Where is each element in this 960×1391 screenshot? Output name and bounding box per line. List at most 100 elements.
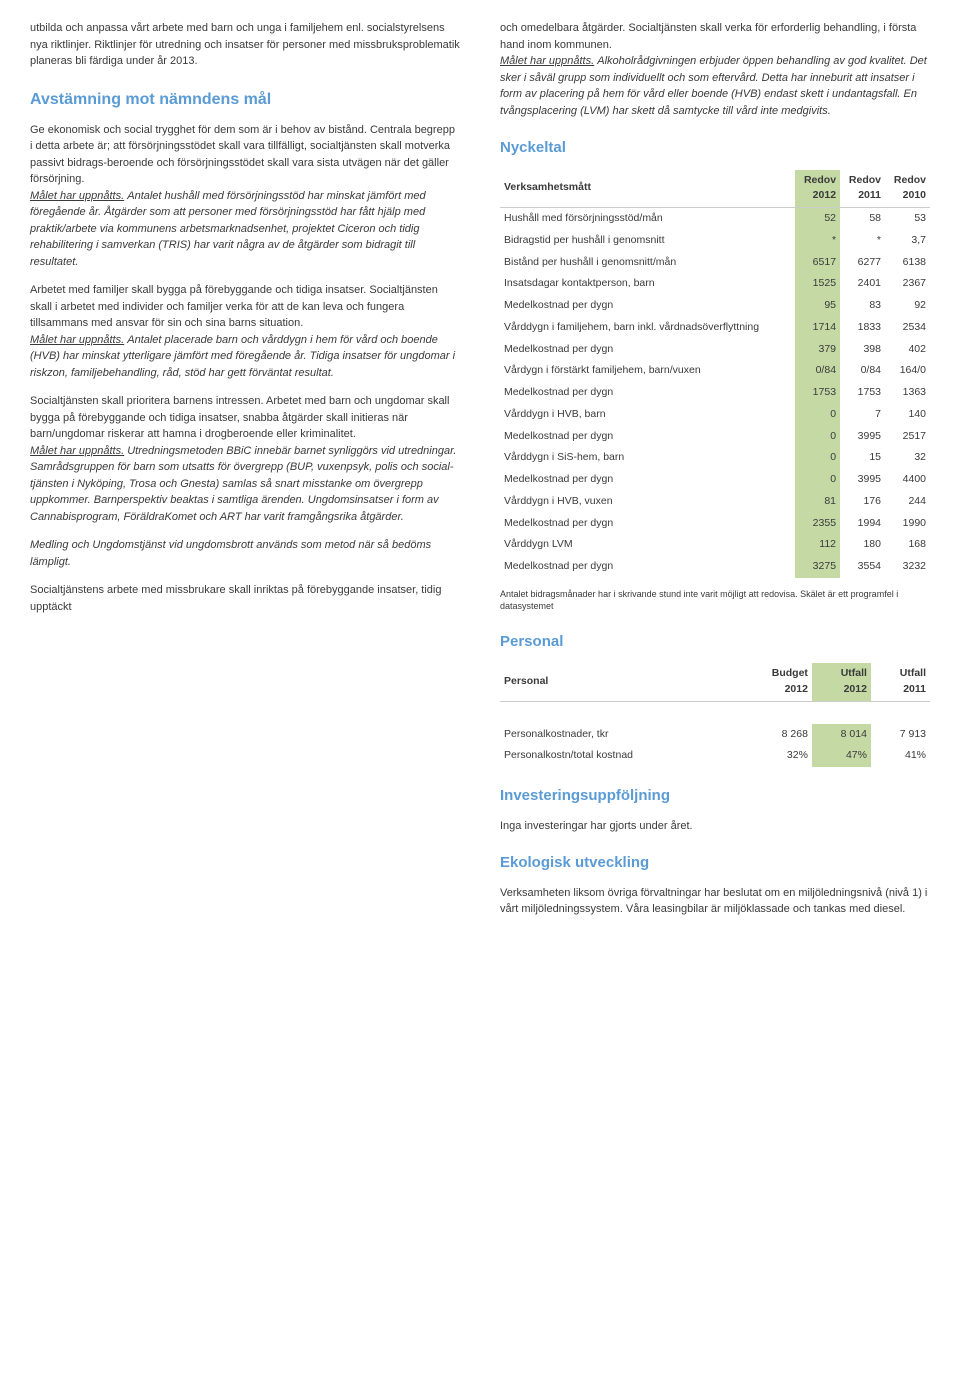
table-cell: 2401: [840, 273, 885, 295]
table-cell: Bistånd per hushåll i genomsnitt/mån: [500, 252, 795, 274]
para-3a: Arbetet med familjer skall bygga på före…: [30, 284, 438, 329]
table-cell: 3554: [840, 556, 885, 578]
table-cell: 2517: [885, 426, 930, 448]
table-row: Personalkostnader, tkr8 2688 0147 913: [500, 724, 930, 746]
heading-eko: Ekologisk utveckling: [500, 852, 930, 875]
table-cell: 1994: [840, 513, 885, 535]
table-cell: Medelkostnad per dygn: [500, 426, 795, 448]
para-eko: Verksamheten liksom övriga förvaltningar…: [500, 885, 930, 918]
table-cell: 2355: [795, 513, 840, 535]
table-cell: Personalkostn/total kostnad: [500, 745, 736, 767]
table-cell: *: [795, 230, 840, 252]
table-cell: 0: [795, 447, 840, 469]
table-row: Medelkostnad per dygn039954400: [500, 469, 930, 491]
table-cell: Vårddygn i HVB, barn: [500, 404, 795, 426]
para-2-uppnatt: Målet har uppnåtts.: [30, 190, 124, 202]
table-row: Vårddygn LVM112180168: [500, 534, 930, 556]
table-cell: 168: [885, 534, 930, 556]
table-cell: 176: [840, 491, 885, 513]
table-cell: 379: [795, 339, 840, 361]
table-cell: 3995: [840, 426, 885, 448]
personal-tbody: Personalkostnader, tkr8 2688 0147 913Per…: [500, 701, 930, 767]
table-row: Vårddygn i HVB, vuxen81176244: [500, 491, 930, 513]
para-3-uppnatt: Målet har uppnåtts.: [30, 334, 124, 346]
para-2: Ge ekonomisk och social trygghet för dem…: [30, 122, 460, 271]
table-cell: 164/0: [885, 360, 930, 382]
table-row: Vårddygn i familjehem, barn inkl. vårdna…: [500, 317, 930, 339]
para-intro: utbilda och anpassa vårt arbete med barn…: [30, 20, 460, 70]
table-cell: Personalkostnader, tkr: [500, 724, 736, 746]
table-cell: 0: [795, 404, 840, 426]
table-row: Medelkostnad per dygn327535543232: [500, 556, 930, 578]
para-2a: Ge ekonomisk och social trygghet för dem…: [30, 124, 455, 186]
table-cell: Hushåll med försörjningsstöd/mån: [500, 208, 795, 230]
table-row: Medelkostnad per dygn175317531363: [500, 382, 930, 404]
table-cell: 0/84: [795, 360, 840, 382]
right-column: och omedelbara åtgärder. Socialtjänsten …: [500, 20, 930, 930]
table-cell: *: [840, 230, 885, 252]
table-cell: 2534: [885, 317, 930, 339]
personal-header: Utfall2012: [812, 663, 871, 701]
table-cell: 8 268: [736, 724, 812, 746]
table-cell: 0: [795, 426, 840, 448]
para-3: Arbetet med familjer skall bygga på före…: [30, 282, 460, 381]
table-cell: 1833: [840, 317, 885, 339]
table-row: Bistånd per hushåll i genomsnitt/mån6517…: [500, 252, 930, 274]
heading-invest: Investeringsuppföljning: [500, 785, 930, 808]
table-cell: Insatsdagar kontaktperson, barn: [500, 273, 795, 295]
table-row: Insatsdagar kontaktperson, barn152524012…: [500, 273, 930, 295]
table-cell: 2367: [885, 273, 930, 295]
table-row: Medelkostnad per dygn235519941990: [500, 513, 930, 535]
para-invest: Inga investeringar har gjorts under året…: [500, 818, 930, 835]
table-row: Hushåll med försörjningsstöd/mån525853: [500, 208, 930, 230]
nyckeltal-header: Redov2010: [885, 170, 930, 208]
table-cell: 244: [885, 491, 930, 513]
nyckeltal-thead: VerksamhetsmåttRedov2012Redov2011Redov20…: [500, 170, 930, 208]
table-cell: Medelkostnad per dygn: [500, 382, 795, 404]
table-cell: 3232: [885, 556, 930, 578]
table-cell: 4400: [885, 469, 930, 491]
table-cell: 1753: [795, 382, 840, 404]
table-row: Personalkostn/total kostnad32%47%41%: [500, 745, 930, 767]
nyckeltal-header: Verksamhetsmått: [500, 170, 795, 208]
table-row: Vårdygn i förstärkt familjehem, barn/vux…: [500, 360, 930, 382]
table-cell: Vårddygn i familjehem, barn inkl. vårdna…: [500, 317, 795, 339]
table-cell: Medelkostnad per dygn: [500, 556, 795, 578]
table-cell: 180: [840, 534, 885, 556]
table-cell: 0/84: [840, 360, 885, 382]
table-cell: Vårddygn LVM: [500, 534, 795, 556]
para-r1: och omedelbara åtgärder. Socialtjänsten …: [500, 20, 930, 119]
table-row: Vårddygn i HVB, barn07140: [500, 404, 930, 426]
table-cell: 1753: [840, 382, 885, 404]
para-4c: Medling och Ungdomstjänst vid ungdomsbro…: [30, 537, 460, 570]
table-cell: 15: [840, 447, 885, 469]
personal-header: Budget2012: [736, 663, 812, 701]
table-row: Bidragstid per hushåll i genomsnitt**3,7: [500, 230, 930, 252]
table-cell: 32%: [736, 745, 812, 767]
table-cell: 1525: [795, 273, 840, 295]
table-cell: Medelkostnad per dygn: [500, 513, 795, 535]
table-cell: 6517: [795, 252, 840, 274]
table-cell: Vårdygn i förstärkt familjehem, barn/vux…: [500, 360, 795, 382]
table-row: Vårddygn i SiS-hem, barn01532: [500, 447, 930, 469]
table-cell: Vårddygn i HVB, vuxen: [500, 491, 795, 513]
table-cell: Bidragstid per hushåll i genomsnitt: [500, 230, 795, 252]
table-cell: Medelkostnad per dygn: [500, 339, 795, 361]
table-cell: 1714: [795, 317, 840, 339]
personal-header: Utfall2011: [871, 663, 930, 701]
table-cell: 112: [795, 534, 840, 556]
para-4: Socialtjänsten skall prioritera barnens …: [30, 393, 460, 525]
heading-avstamning: Avstämning mot nämndens mål: [30, 88, 460, 112]
table-cell: 402: [885, 339, 930, 361]
table-cell: Medelkostnad per dygn: [500, 469, 795, 491]
table-cell: 47%: [812, 745, 871, 767]
table-cell: 92: [885, 295, 930, 317]
table-cell: 7: [840, 404, 885, 426]
personal-thead: PersonalBudget2012Utfall2012Utfall2011: [500, 663, 930, 701]
table-cell: 3275: [795, 556, 840, 578]
table-cell: 41%: [871, 745, 930, 767]
table-cell: 32: [885, 447, 930, 469]
para-r1-uppnatt: Målet har uppnåtts.: [500, 55, 594, 67]
table-cell: 6277: [840, 252, 885, 274]
table-cell: 0: [795, 469, 840, 491]
